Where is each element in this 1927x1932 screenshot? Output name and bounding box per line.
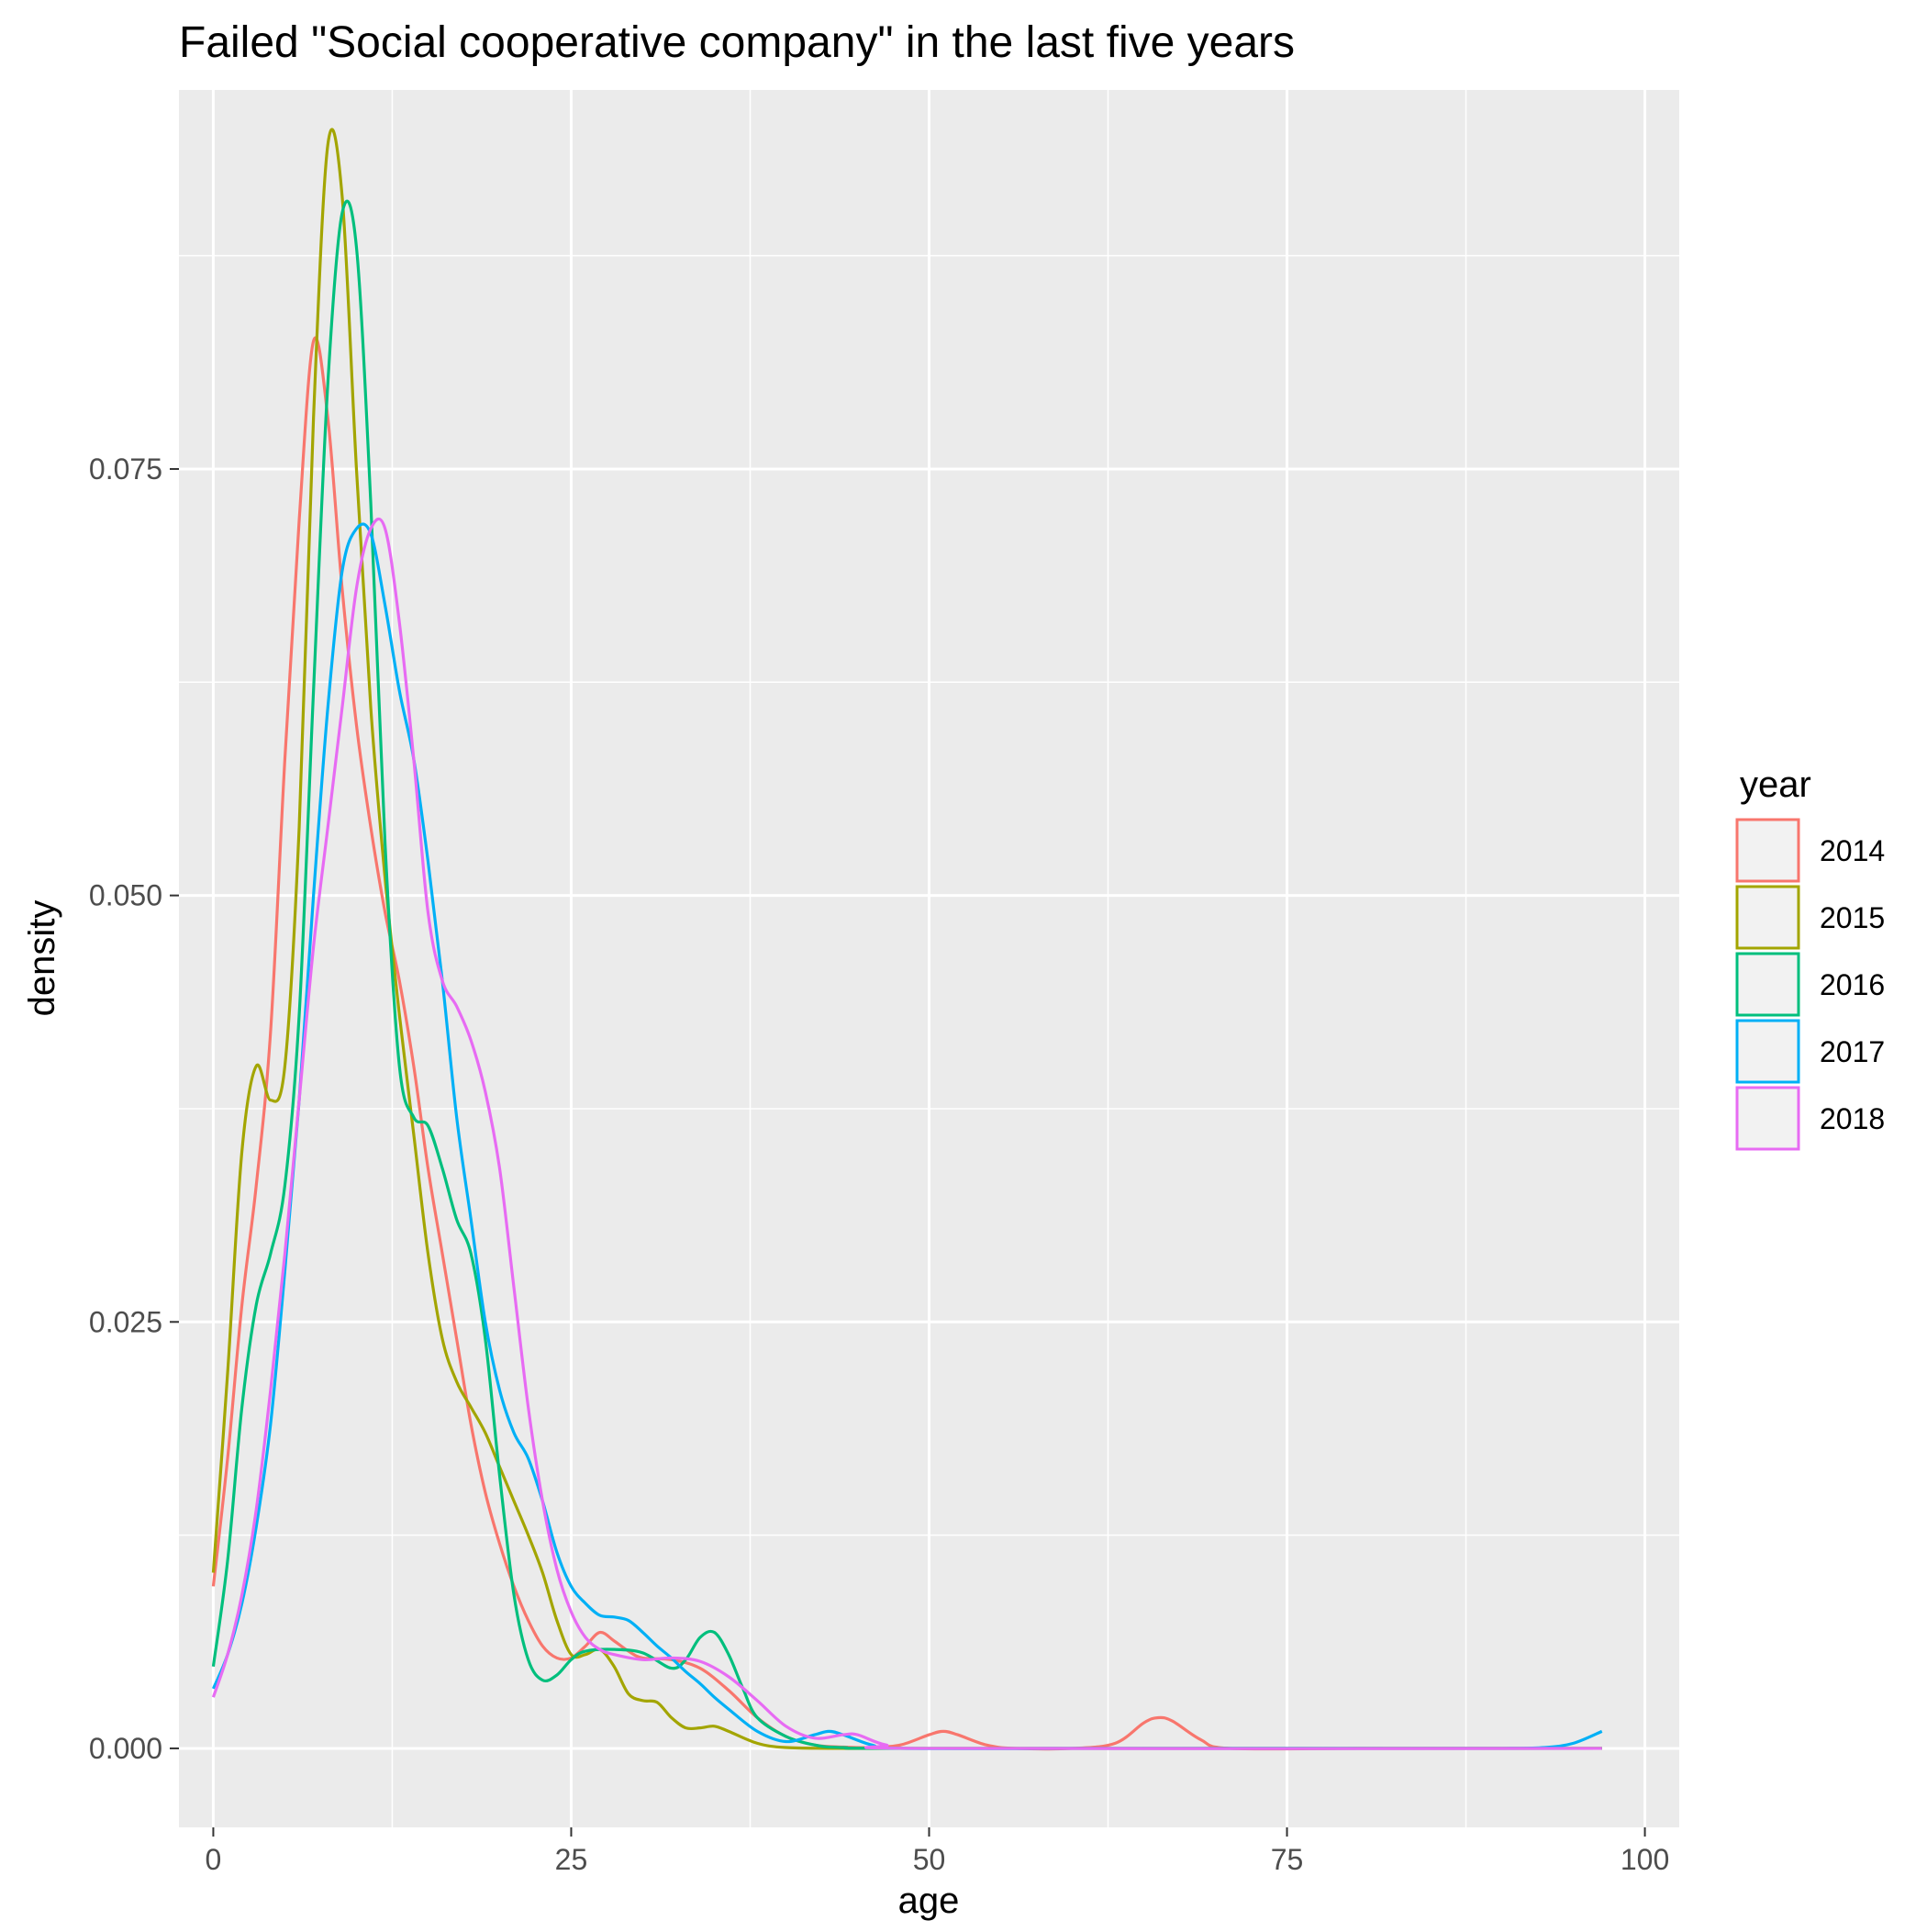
legend-label-2014: 2014 <box>1820 834 1885 867</box>
x-axis: 0 25 50 75 100 <box>206 1827 1669 1876</box>
x-axis-title: age <box>898 1881 960 1921</box>
chart-title: Failed "Social cooperative company" in t… <box>179 18 1295 67</box>
legend-label-2017: 2017 <box>1820 1035 1885 1068</box>
x-tick-label: 75 <box>1271 1843 1304 1876</box>
y-axis: 0.000 0.025 0.050 0.075 <box>89 452 179 1765</box>
x-tick-label: 0 <box>206 1843 222 1876</box>
legend-label-2016: 2016 <box>1820 968 1885 1001</box>
legend-items: 2014 2015 2016 2017 2018 <box>1735 818 1885 1151</box>
legend-key-2017 <box>1735 1019 1800 1084</box>
legend: year 2014 2015 2016 2017 2018 <box>1735 765 1885 1151</box>
legend-title: year <box>1740 765 1811 805</box>
y-tick-label: 0.050 <box>89 879 162 912</box>
legend-key-2018 <box>1735 1086 1800 1151</box>
legend-key-2015 <box>1735 885 1800 950</box>
series-line-2017 <box>211 522 1603 1750</box>
y-tick-label: 0.075 <box>89 452 162 486</box>
x-tick-label: 100 <box>1621 1843 1669 1876</box>
legend-key-2014 <box>1735 818 1800 883</box>
series-line-2015 <box>211 128 1602 1750</box>
legend-label-2018: 2018 <box>1820 1102 1885 1135</box>
series-line-2018 <box>211 517 1602 1750</box>
legend-label-2015: 2015 <box>1820 901 1885 934</box>
x-tick-label: 50 <box>913 1843 946 1876</box>
x-tick-label: 25 <box>555 1843 588 1876</box>
density-lines <box>211 128 1603 1751</box>
y-axis-title: density <box>22 900 62 1017</box>
legend-key-2016 <box>1735 952 1800 1017</box>
y-tick-label: 0.000 <box>89 1732 162 1765</box>
y-tick-label: 0.025 <box>89 1305 162 1338</box>
